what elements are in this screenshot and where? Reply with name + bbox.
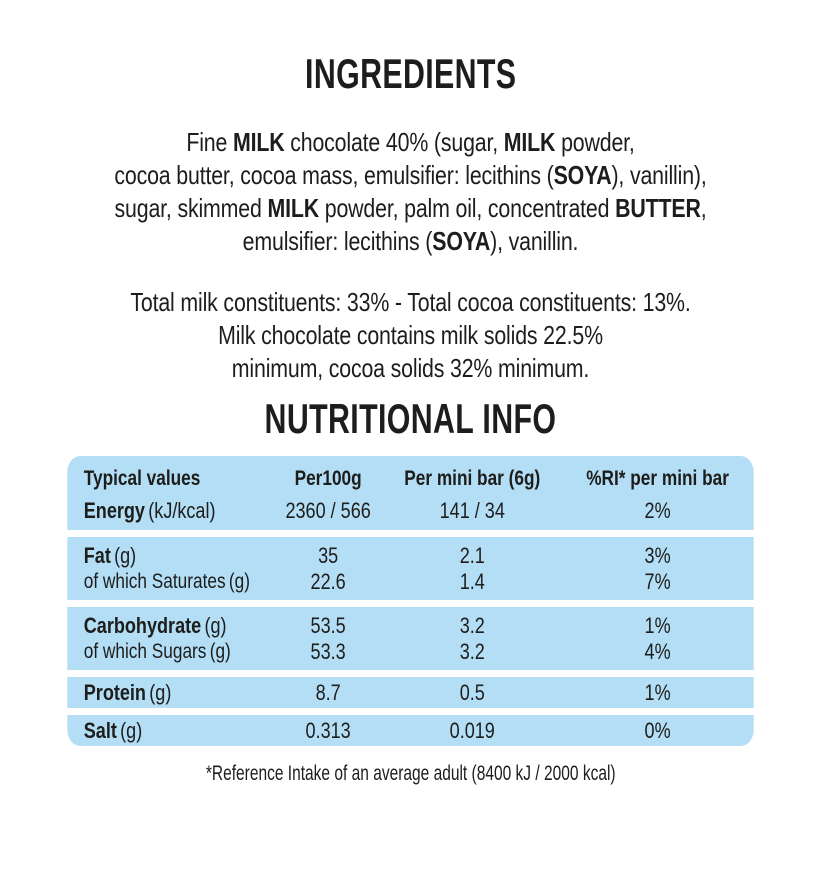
reference-intake-footnote: *Reference Intake of an average adult (8… — [0, 761, 821, 787]
carbohydrate-ri-value: 1% — [644, 613, 671, 638]
protein-name: Protein — [83, 680, 146, 705]
carbohydrate-name: Carbohydrate — [83, 613, 202, 638]
sugars-name: of which Sugars — [83, 640, 207, 663]
protein-unit: (g) — [149, 680, 172, 705]
table-block-protein: Protein (g) 8.7 0.5 1% — [67, 677, 754, 708]
sugars-label: of which Sugars (g) — [67, 638, 273, 664]
salt-per-100g-value: 0.313 — [305, 718, 351, 743]
reference-intake-footnote-text: *Reference Intake of an average adult (8… — [205, 762, 616, 785]
protein-ri-value: 1% — [644, 680, 671, 705]
table-block-energy: Typical values Per100g Per mini bar (6g)… — [67, 456, 754, 530]
energy-ri-value: 2% — [644, 498, 671, 523]
saturates-ri-value: 7% — [644, 568, 671, 594]
table-block-salt: Salt (g) 0.313 0.019 0% — [67, 715, 754, 746]
sugars-per-100g-value: 53.3 — [310, 638, 346, 664]
saturates-label: of which Saturates (g) — [67, 568, 273, 594]
energy-unit: (kJ/kcal) — [148, 498, 216, 523]
nutrition-heading-text: NUTRITIONAL INFO — [264, 395, 557, 442]
carbohydrate-unit: (g) — [204, 613, 227, 638]
table-block-carbohydrate: Carbohydrate (g) 53.5 3.2 1% of which Sug… — [67, 607, 754, 670]
carbohydrate-per-100g-value: 53.5 — [310, 613, 346, 638]
table-row-salt: Salt (g) 0.313 0.019 0% — [67, 715, 753, 746]
saturates-per-bar-value: 1.4 — [459, 568, 485, 594]
table-block-fat: Fat (g) 35 2.1 3% of which Saturates (g) 2… — [67, 537, 754, 600]
salt-per-bar-value: 0.019 — [449, 718, 495, 743]
nutrition-heading: NUTRITIONAL INFO — [0, 397, 821, 441]
saturates-name: of which Saturates — [83, 570, 226, 593]
ingredients-paragraph: Fine MILK chocolate 40% (sugar, MILK pow… — [114, 127, 707, 256]
sugars-ri-value: 4% — [644, 638, 671, 664]
salt-unit: (g) — [120, 718, 143, 743]
header-ri-per-mini-bar: %RI* per mini bar — [586, 467, 729, 490]
table-row-carbohydrate: Carbohydrate (g) 53.5 3.2 1% — [67, 613, 753, 638]
fat-label: Fat (g) — [67, 543, 273, 568]
fat-per-100g-value: 35 — [318, 543, 339, 568]
constituents-paragraph: Total milk constituents: 33% - Total coc… — [130, 287, 691, 383]
table-row-sugars: of which Sugars (g) 53.3 3.2 4% — [67, 638, 753, 664]
carbohydrate-label: Carbohydrate (g) — [67, 613, 273, 638]
salt-label: Salt (g) — [67, 715, 273, 746]
saturates-unit: (g) — [228, 570, 250, 593]
energy-label: Energy (kJ/kcal) — [67, 492, 273, 530]
sugars-per-bar-value: 3.2 — [459, 638, 485, 664]
salt-name: Salt — [83, 718, 117, 743]
fat-unit: (g) — [114, 543, 137, 568]
table-header-row: Typical values Per100g Per mini bar (6g)… — [67, 466, 753, 492]
header-typical-values: Typical values — [83, 467, 201, 490]
ingredients-heading-text: INGREDIENTS — [304, 50, 517, 97]
packaging-label: INGREDIENTS Fine MILK chocolate 40% (sug… — [0, 52, 821, 787]
energy-per-100g-value: 2360 / 566 — [285, 498, 371, 523]
fat-per-bar-value: 2.1 — [459, 543, 485, 568]
table-row-saturates: of which Saturates (g) 22.6 1.4 7% — [67, 568, 753, 594]
table-row-protein: Protein (g) 8.7 0.5 1% — [67, 677, 753, 708]
protein-label: Protein (g) — [67, 677, 273, 708]
energy-name: Energy — [83, 498, 145, 523]
energy-per-bar-value: 141 / 34 — [439, 498, 505, 523]
sugars-unit: (g) — [209, 640, 231, 663]
table-row-fat: Fat (g) 35 2.1 3% — [67, 543, 753, 568]
protein-per-bar-value: 0.5 — [459, 680, 485, 705]
nutrition-table: Typical values Per100g Per mini bar (6g)… — [67, 456, 754, 746]
header-per-mini-bar: Per mini bar (6g) — [404, 467, 541, 490]
header-per-100g: Per100g — [294, 467, 362, 490]
protein-per-100g-value: 8.7 — [315, 680, 341, 705]
ingredients-heading: INGREDIENTS — [0, 52, 821, 96]
fat-ri-value: 3% — [644, 543, 671, 568]
salt-ri-value: 0% — [644, 718, 671, 743]
fat-name: Fat — [83, 543, 111, 568]
saturates-per-100g-value: 22.6 — [310, 568, 346, 594]
carbohydrate-per-bar-value: 3.2 — [459, 613, 485, 638]
table-row-energy: Energy (kJ/kcal) 2360 / 566 141 / 34 2% — [67, 492, 753, 530]
